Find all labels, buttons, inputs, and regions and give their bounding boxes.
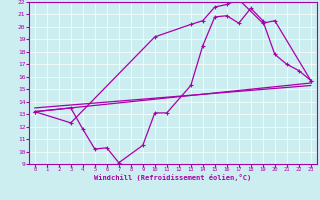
X-axis label: Windchill (Refroidissement éolien,°C): Windchill (Refroidissement éolien,°C) xyxy=(94,174,252,181)
